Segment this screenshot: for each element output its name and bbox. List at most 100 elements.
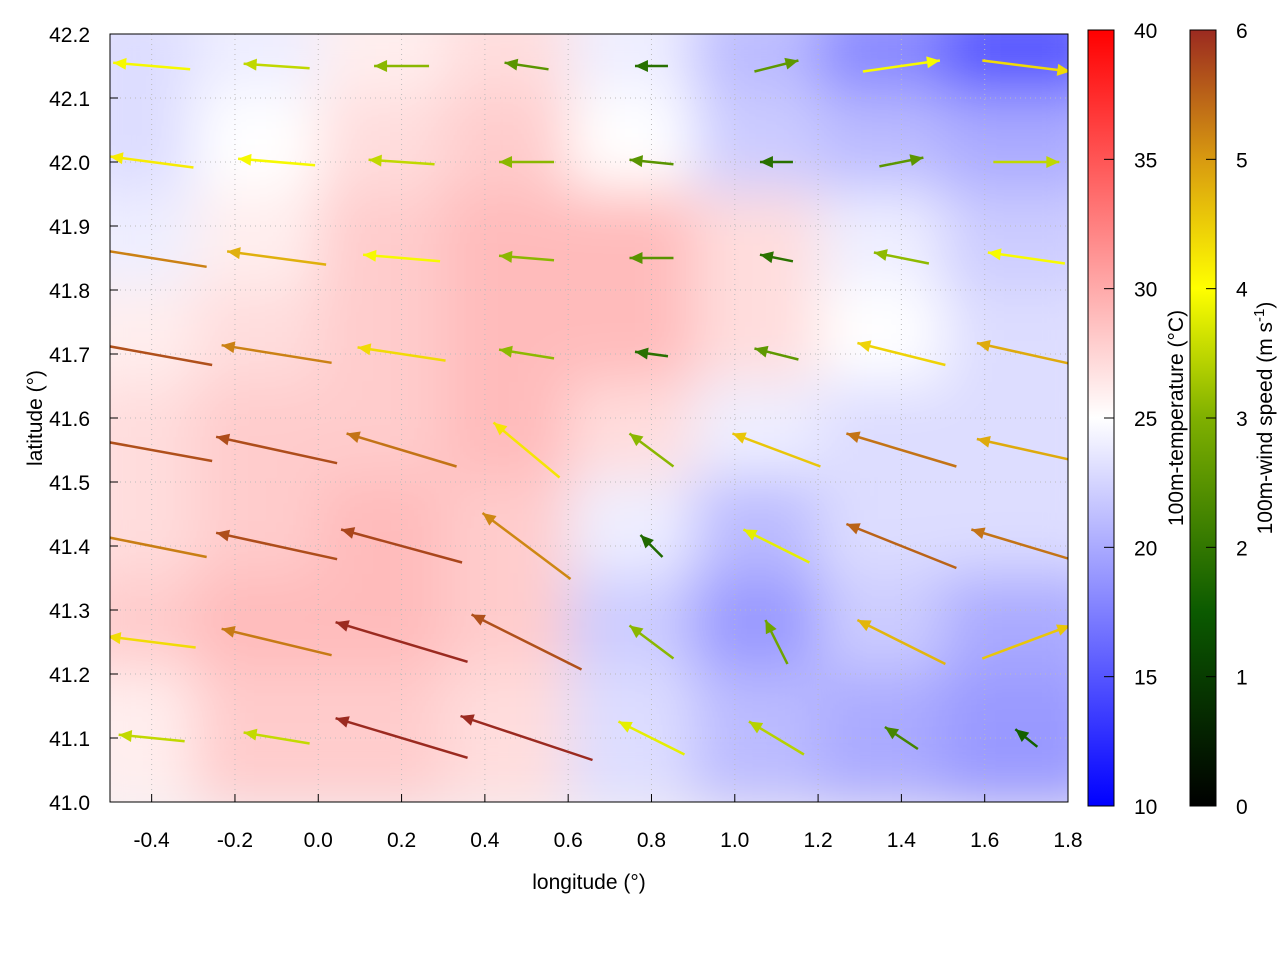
wind-vector — [238, 153, 316, 167]
wind-vector-shaft — [976, 437, 1068, 461]
x-tick-label: 1.0 — [720, 829, 749, 852]
wind-vector-head — [743, 529, 758, 541]
x-axis: -0.4 -0.2 0.0 0.2 0.4 0.6 0.8 1.0 1.2 1.4 1.6 1.8 — [134, 794, 1083, 852]
wind-vector-head — [846, 523, 861, 535]
wind-vector-head — [499, 250, 513, 263]
wind-vector-shaft — [481, 512, 572, 580]
y-tick-label: 41.5 — [49, 472, 90, 495]
wind-vector — [754, 57, 799, 73]
wind-vector-head — [976, 435, 991, 448]
wind-vector-head — [748, 721, 764, 734]
wind-vector-head — [110, 245, 111, 249]
wind-vectors — [110, 56, 1068, 762]
wind-vector-head — [374, 60, 388, 72]
wind-vector — [629, 252, 674, 264]
wind-vector-head — [909, 154, 924, 167]
y-tick-label: 41.7 — [49, 344, 90, 367]
colorbar-tick-label: 0 — [1236, 796, 1248, 819]
wind-vector-shaft — [731, 432, 821, 468]
y-tick-label: 42.2 — [49, 24, 90, 47]
wind-label-main: 100m-wind speed (m s — [1254, 322, 1277, 534]
wind-vector-head — [493, 422, 508, 436]
wind-vector-head — [846, 431, 861, 443]
temperature-cell — [943, 670, 1068, 802]
wind-vector-shaft — [470, 613, 583, 671]
wind-vector-head — [629, 252, 643, 264]
wind-vector — [340, 527, 463, 564]
wind-vector-head — [759, 251, 774, 264]
wind-vector-head — [227, 247, 241, 260]
colorbar-tick-label: 4 — [1236, 279, 1248, 302]
wind-vector — [110, 632, 196, 649]
wind-vector-shaft — [110, 155, 194, 169]
wind-vector — [634, 60, 668, 72]
wind-vector-shaft — [856, 618, 946, 666]
wind-vector — [460, 714, 593, 762]
wind-vector-head — [482, 513, 497, 526]
wind-vector — [639, 534, 664, 558]
wind-vector-shaft — [845, 522, 957, 570]
wind-vector — [764, 619, 789, 665]
wind-vector-shaft — [226, 250, 327, 266]
colorbar-tick-label: 1 — [1236, 667, 1248, 690]
x-tick-label: -0.4 — [134, 829, 171, 852]
wind-vector-head — [884, 727, 900, 740]
wind-vector-shaft — [460, 714, 593, 762]
colorbar-tick-label: 10 — [1134, 796, 1157, 819]
y-tick-label: 41.9 — [49, 216, 90, 239]
wind-vector-head — [341, 527, 356, 539]
wind-vector-shaft — [846, 432, 957, 468]
wind-vector-head — [784, 57, 799, 70]
wind-vector-head — [926, 56, 940, 69]
wind-vector — [221, 625, 332, 657]
wind-vector-head — [499, 156, 513, 168]
wind-vector — [362, 249, 441, 263]
wind-vector — [748, 720, 805, 756]
wind-vector-head — [754, 345, 769, 358]
wind-vector — [346, 431, 457, 468]
wind-vector — [215, 433, 338, 465]
wind-vector-shaft — [492, 421, 561, 479]
wind-label-sup: -1 — [1251, 309, 1268, 322]
wind-vector — [629, 155, 674, 168]
wind-vector-head — [634, 347, 649, 360]
wind-vector-head — [499, 345, 513, 358]
wind-vector-head — [1015, 729, 1030, 743]
x-axis-label: longitude (°) — [532, 871, 645, 894]
colorbar-tick-label: 6 — [1236, 20, 1248, 43]
wind-vector — [113, 57, 191, 71]
colorbar-tick-label: 20 — [1134, 537, 1157, 560]
y-tick-label: 41.4 — [49, 536, 90, 559]
wind-vector — [243, 58, 310, 71]
wind-vector-shaft — [221, 343, 332, 365]
wind-vector — [1014, 728, 1039, 748]
wind-vector-head — [335, 620, 350, 632]
colorbar-tick-label: 25 — [1134, 408, 1157, 431]
wind-vector — [634, 347, 669, 360]
x-tick-label: 1.4 — [887, 829, 917, 852]
wind-vector — [846, 431, 957, 468]
wind-vector — [628, 624, 675, 660]
x-tick-label: 1.8 — [1053, 829, 1082, 852]
x-tick-label: 0.0 — [304, 829, 333, 852]
y-axis: 41.0 41.1 41.2 41.3 41.4 41.5 41.6 41.7 41.8 41.9… — [49, 24, 118, 815]
wind-vector-head — [857, 620, 872, 632]
wind-vector-head — [1046, 156, 1060, 168]
wind-vector-shaft — [970, 528, 1068, 560]
wind-vector-head — [765, 620, 777, 635]
wind-vector-shaft — [981, 625, 1068, 660]
wind-vector-shaft — [110, 536, 207, 559]
wind-vector — [335, 716, 468, 759]
wind-vector-shaft — [221, 627, 332, 657]
colorbar-tick-label: 30 — [1134, 279, 1157, 302]
wind-colorbar-label: 100m-wind speed (m s-1) — [1251, 302, 1277, 535]
wind-vector-shaft — [976, 341, 1068, 365]
wind-vector-head — [640, 535, 654, 549]
wind-vector — [226, 247, 327, 266]
wind-vector-head — [243, 58, 257, 71]
wind-vector — [754, 345, 799, 361]
wind-vector-shaft — [335, 717, 468, 759]
wind-vector-head — [629, 625, 644, 639]
wind-vector-head — [118, 730, 133, 742]
wind-vector-head — [221, 341, 236, 354]
